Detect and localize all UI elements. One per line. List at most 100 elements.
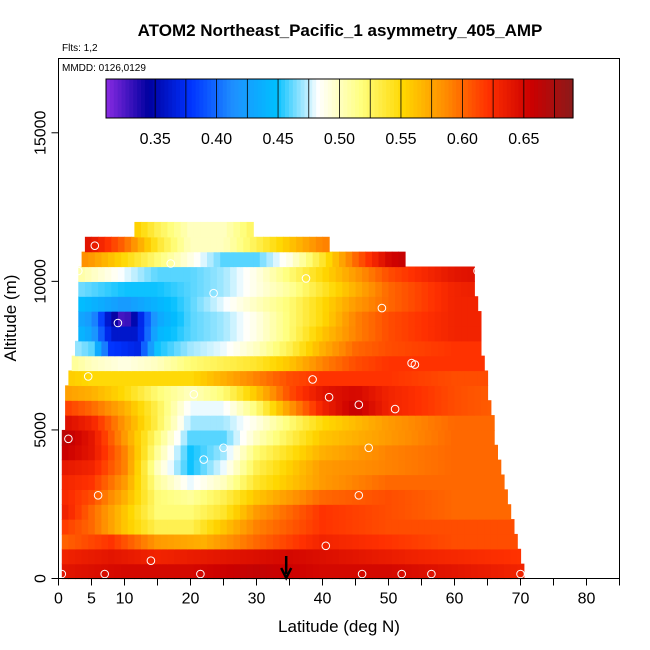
heatmap-cell <box>193 533 201 550</box>
sample-point <box>407 358 416 368</box>
heatmap-cell <box>200 519 208 535</box>
colorbar-segment <box>288 79 294 118</box>
heatmap-cell <box>216 266 225 282</box>
heatmap-cell <box>329 311 337 327</box>
heatmap-cell <box>61 504 69 520</box>
heatmap-cell <box>243 311 251 327</box>
heatmap-cell <box>154 221 162 238</box>
heatmap-cell <box>190 236 198 253</box>
heatmap-cell <box>193 429 201 446</box>
heatmap-cell <box>365 474 373 490</box>
heatmap-cell <box>114 459 122 476</box>
heatmap-cell <box>223 355 231 372</box>
heatmap-cell <box>424 459 432 476</box>
heatmap-cell <box>223 400 231 416</box>
heatmap-row <box>78 311 482 327</box>
heatmap-cell <box>121 340 129 357</box>
heatmap-cell <box>348 325 357 342</box>
heatmap-cell <box>444 504 452 520</box>
colorbar-segment <box>218 79 224 118</box>
heatmap-cell <box>315 236 324 253</box>
sample-point <box>113 318 123 328</box>
colorbar-segment <box>541 79 547 118</box>
heatmap-cell <box>273 563 281 580</box>
colorbar-segment <box>144 79 150 118</box>
heatmap-cell <box>292 489 300 505</box>
heatmap-cell <box>81 533 89 550</box>
colorbar-segment <box>413 79 418 118</box>
heatmap-cell <box>428 415 436 431</box>
heatmap-cell <box>167 429 175 446</box>
heatmap-cell <box>411 444 419 461</box>
heatmap-cell <box>127 548 135 565</box>
heatmap-cell <box>325 489 333 505</box>
heatmap-cell <box>108 504 116 520</box>
heatmap-cell <box>368 385 376 401</box>
heatmap-cell <box>375 355 383 372</box>
heatmap-cell <box>342 325 350 342</box>
heatmap-cell <box>319 519 327 535</box>
heatmap-cell <box>65 415 73 431</box>
heatmap-cell <box>487 400 492 416</box>
sample-point <box>74 266 83 276</box>
heatmap-cell <box>253 429 261 446</box>
heatmap-cell <box>438 429 446 446</box>
heatmap-cell <box>457 533 465 550</box>
heatmap-cell <box>187 474 195 490</box>
flights-annotation: Flts: 1,2 <box>62 43 98 54</box>
heatmap-cell <box>388 400 396 416</box>
heatmap-cell <box>160 251 168 268</box>
heatmap-cell <box>121 444 129 461</box>
sample-point <box>357 569 367 579</box>
heatmap-cell <box>104 325 112 342</box>
heatmap-cell <box>127 489 135 505</box>
heatmap-cell <box>418 548 426 565</box>
heatmap-cell <box>464 474 472 490</box>
heatmap-cell <box>183 296 192 312</box>
heatmap-cell <box>127 504 135 520</box>
heatmap-cell <box>454 385 462 401</box>
heatmap-cell <box>352 474 360 490</box>
colorbar-segment <box>526 79 531 118</box>
heatmap-cell <box>282 311 291 327</box>
heatmap-cell <box>127 563 135 580</box>
heatmap-cell <box>236 415 244 431</box>
heatmap-cell <box>395 355 403 372</box>
heatmap-cell <box>401 325 409 342</box>
heatmap-cell <box>249 296 258 312</box>
heatmap-cell <box>75 548 83 565</box>
colorbar-segment <box>425 79 430 118</box>
heatmap-cell <box>391 251 399 268</box>
heatmap-cell <box>319 429 327 446</box>
heatmap-cell <box>88 489 96 505</box>
heatmap-cell <box>177 355 185 372</box>
heatmap-cell <box>471 504 479 520</box>
heatmap-cell <box>167 340 175 357</box>
heatmap-cell <box>269 266 277 282</box>
heatmap-cell <box>428 355 436 372</box>
heatmap-cell <box>424 533 432 550</box>
heatmap-cell <box>127 459 135 476</box>
heatmap-cell <box>447 266 456 282</box>
heatmap-cell <box>233 533 241 550</box>
heatmap-cell <box>424 340 432 357</box>
heatmap-cell <box>233 548 241 565</box>
heatmap-cell <box>157 311 165 327</box>
heatmap-cell <box>94 548 102 565</box>
heatmap-cell <box>378 519 386 535</box>
heatmap-cell <box>292 370 300 386</box>
heatmap-cell <box>348 385 357 401</box>
heatmap-cell <box>438 489 446 505</box>
heatmap-cell <box>411 548 419 565</box>
heatmap-cell <box>174 340 182 357</box>
colorbar-segment <box>106 79 111 118</box>
heatmap-row <box>75 340 482 357</box>
heatmap-cell <box>71 385 79 401</box>
heatmap-cell <box>124 355 132 372</box>
heatmap-cell <box>117 236 126 253</box>
heatmap-cell <box>306 444 314 461</box>
heatmap-cell <box>484 370 489 386</box>
heatmap-cell <box>141 489 149 505</box>
heatmap-cell <box>431 504 439 520</box>
heatmap-cell <box>240 489 248 505</box>
